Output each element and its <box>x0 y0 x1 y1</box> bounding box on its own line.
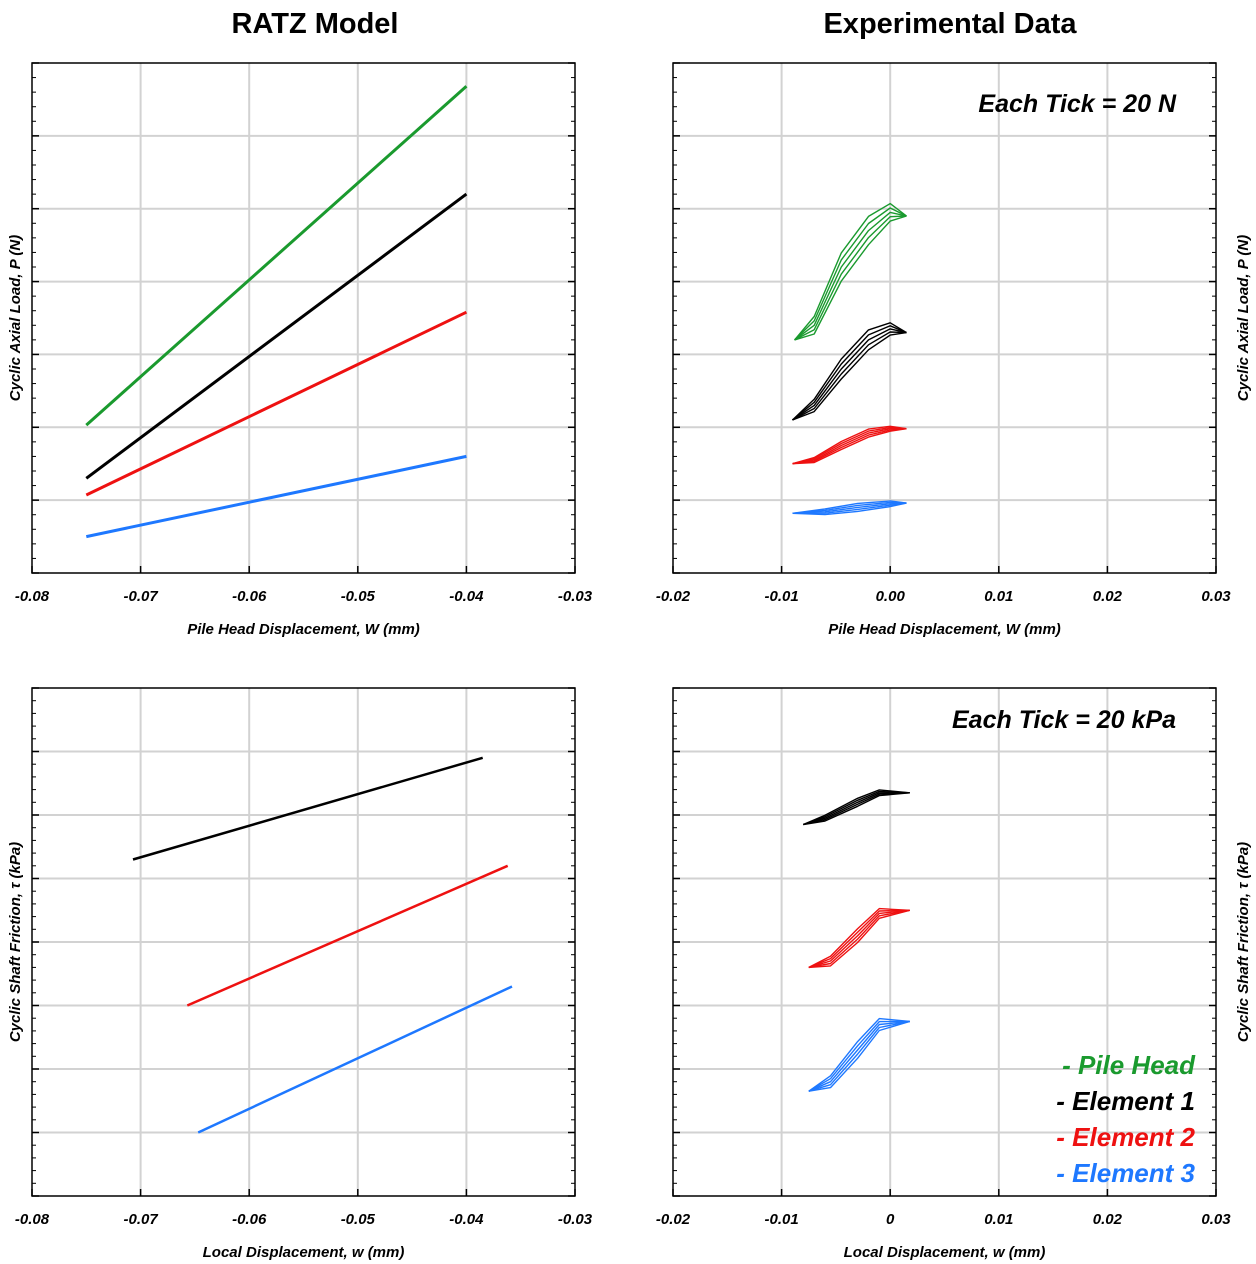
series-line <box>792 428 907 465</box>
y-axis-label: Cyclic Axial Load, P (N) <box>1235 235 1252 401</box>
x-tick-label: -0.03 <box>558 1211 593 1228</box>
plot-frame <box>31 62 576 574</box>
series-line <box>792 328 907 421</box>
x-tick-label: -0.08 <box>15 588 50 605</box>
series-line <box>85 310 468 497</box>
x-axis-label: Local Displacement, w (mm) <box>844 1244 1046 1261</box>
series-line <box>792 426 907 465</box>
series-line <box>803 792 910 826</box>
series-line <box>792 428 907 465</box>
series-line <box>794 207 907 341</box>
x-tick-label: -0.07 <box>123 588 158 605</box>
series-line <box>808 909 910 969</box>
series-line <box>803 790 910 826</box>
x-tick-label: -0.04 <box>449 588 484 605</box>
x-tick-label: -0.01 <box>764 1211 798 1228</box>
y-axis-label: Cyclic Shaft Friction, τ (kPa) <box>7 842 24 1042</box>
x-tick-label: -0.07 <box>123 1211 158 1228</box>
x-tick-label: -0.05 <box>341 588 376 605</box>
series-line <box>803 792 910 826</box>
series-line <box>792 425 907 465</box>
legend-item: - Element 3 <box>1056 1158 1195 1188</box>
series-line <box>803 789 910 826</box>
series-line <box>794 202 907 341</box>
x-tick-label: 0.02 <box>1093 1211 1123 1228</box>
series-line <box>85 454 467 539</box>
series-line <box>792 331 907 421</box>
series-line <box>803 792 910 826</box>
x-tick-label: -0.08 <box>15 1211 50 1228</box>
series-line <box>792 502 907 514</box>
series-line <box>808 1020 910 1092</box>
legend-item: - Element 1 <box>1056 1086 1195 1116</box>
x-axis-label: Pile Head Displacement, W (mm) <box>187 621 420 638</box>
x-tick-label: 0.03 <box>1201 1211 1231 1228</box>
x-tick-label: -0.01 <box>764 588 798 605</box>
series-line <box>792 428 907 465</box>
series-line <box>792 501 907 514</box>
series-line <box>794 215 907 341</box>
series-line <box>808 909 910 969</box>
x-tick-label: 0.03 <box>1201 588 1231 605</box>
x-axis-label: Local Displacement, w (mm) <box>203 1244 405 1261</box>
x-tick-label: 0.00 <box>876 588 906 605</box>
chart-ratz-friction: -0.08 -0.07 -0.06 -0.05 -0.04 -0.03 Local Disp… <box>7 687 593 1261</box>
x-tick-label: 0.01 <box>984 588 1013 605</box>
series-line <box>132 756 484 861</box>
y-axis-label: Cyclic Shaft Friction, τ (kPa) <box>1235 842 1252 1042</box>
series-line <box>792 502 907 516</box>
x-tick-label: 0 <box>886 1211 895 1228</box>
series-line <box>808 1020 910 1092</box>
x-tick-label: -0.04 <box>449 1211 484 1228</box>
x-tick-label: -0.06 <box>232 588 267 605</box>
tick-scale-note: Each Tick = 20 kPa <box>952 706 1176 734</box>
series-line <box>794 211 907 341</box>
x-tick-label: -0.02 <box>656 1211 691 1228</box>
series-line <box>808 909 910 969</box>
series-line <box>794 215 907 341</box>
series-line <box>792 502 907 514</box>
legend: - Pile Head - Element 1 - Element 2 - Eleme… <box>1056 1050 1196 1188</box>
chart-exp-friction: -0.02 -0.01 0 0.01 0.02 0.03 Local Displacemen… <box>656 687 1252 1261</box>
x-tick-label: -0.02 <box>656 588 691 605</box>
title-experimental-data: Experimental Data <box>823 8 1077 40</box>
plot-frame <box>672 62 1217 574</box>
legend-item: - Element 2 <box>1056 1122 1195 1152</box>
series-line <box>197 985 513 1134</box>
title-ratz-model: RATZ Model <box>231 8 399 40</box>
legend-item: - Pile Head <box>1062 1050 1196 1080</box>
chart-ratz-load: -0.08 -0.07 -0.06 -0.05 -0.04 -0.03 Pile Head … <box>7 62 593 638</box>
series-line <box>85 85 468 427</box>
chart-exp-load: -0.02 -0.01 0.00 0.01 0.02 0.03 Pile Head Disp… <box>656 62 1252 638</box>
series-line <box>808 909 910 969</box>
x-tick-label: 0.01 <box>984 1211 1013 1228</box>
x-tick-label: 0.02 <box>1093 588 1123 605</box>
series-line <box>808 907 910 969</box>
series-line <box>85 192 468 480</box>
x-tick-label: -0.03 <box>558 588 593 605</box>
x-tick-label: -0.05 <box>341 1211 376 1228</box>
series-line <box>808 1020 910 1092</box>
series-line <box>808 1020 910 1092</box>
series-line <box>792 325 907 421</box>
y-axis-label: Cyclic Axial Load, P (N) <box>7 235 24 401</box>
series-line <box>792 331 907 421</box>
x-tick-label: -0.06 <box>232 1211 267 1228</box>
x-axis-label: Pile Head Displacement, W (mm) <box>828 621 1061 638</box>
series-line <box>792 500 907 514</box>
tick-scale-note: Each Tick = 20 N <box>978 90 1177 118</box>
series-line <box>808 1017 910 1092</box>
series-line <box>792 322 907 421</box>
series-line <box>186 864 509 1007</box>
